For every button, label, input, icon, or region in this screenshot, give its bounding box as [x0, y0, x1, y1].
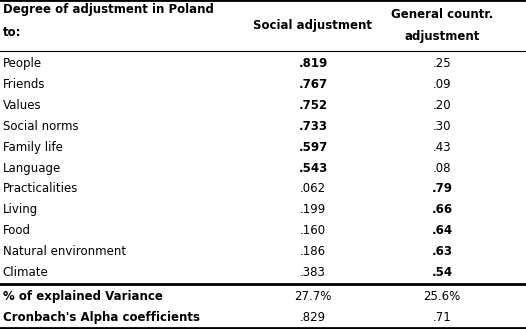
- Text: .062: .062: [300, 183, 326, 195]
- Text: .54: .54: [431, 266, 452, 279]
- Text: .25: .25: [432, 57, 451, 70]
- Text: adjustment: adjustment: [404, 30, 480, 42]
- Text: to:: to:: [3, 26, 21, 39]
- Text: .79: .79: [431, 183, 452, 195]
- Text: Cronbach's Alpha coefficients: Cronbach's Alpha coefficients: [3, 311, 200, 324]
- Text: .733: .733: [298, 120, 328, 133]
- Text: .43: .43: [432, 140, 451, 154]
- Text: Friends: Friends: [3, 78, 45, 91]
- Text: .30: .30: [432, 120, 451, 133]
- Text: Language: Language: [3, 162, 61, 175]
- Text: .71: .71: [432, 311, 451, 324]
- Text: .597: .597: [298, 140, 328, 154]
- Text: .160: .160: [300, 224, 326, 237]
- Text: .383: .383: [300, 266, 326, 279]
- Text: Social adjustment: Social adjustment: [254, 19, 372, 32]
- Text: Family life: Family life: [3, 140, 63, 154]
- Text: People: People: [3, 57, 42, 70]
- Text: Values: Values: [3, 99, 41, 112]
- Text: .09: .09: [432, 78, 451, 91]
- Text: .63: .63: [431, 245, 452, 258]
- Text: .752: .752: [298, 99, 328, 112]
- Text: % of explained Variance: % of explained Variance: [3, 290, 163, 303]
- Text: Practicalities: Practicalities: [3, 183, 78, 195]
- Text: .186: .186: [300, 245, 326, 258]
- Text: .199: .199: [300, 203, 326, 216]
- Text: .819: .819: [298, 57, 328, 70]
- Text: General countr.: General countr.: [391, 9, 493, 21]
- Text: Food: Food: [3, 224, 31, 237]
- Text: .66: .66: [431, 203, 452, 216]
- Text: Degree of adjustment in Poland: Degree of adjustment in Poland: [3, 3, 214, 16]
- Text: .08: .08: [432, 162, 451, 175]
- Text: .64: .64: [431, 224, 452, 237]
- Text: .829: .829: [300, 311, 326, 324]
- Text: 27.7%: 27.7%: [294, 290, 332, 303]
- Text: Social norms: Social norms: [3, 120, 78, 133]
- Text: .20: .20: [432, 99, 451, 112]
- Text: 25.6%: 25.6%: [423, 290, 460, 303]
- Text: Living: Living: [3, 203, 38, 216]
- Text: Natural environment: Natural environment: [3, 245, 126, 258]
- Text: Climate: Climate: [3, 266, 48, 279]
- Text: .767: .767: [298, 78, 328, 91]
- Text: .543: .543: [298, 162, 328, 175]
